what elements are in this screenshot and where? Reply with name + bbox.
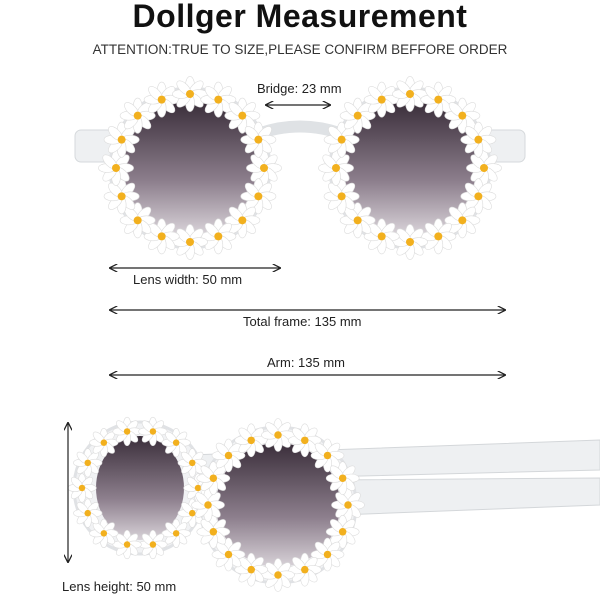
daisy <box>211 537 246 572</box>
daisy <box>339 202 376 239</box>
daisy <box>392 224 428 260</box>
daisy <box>460 121 497 158</box>
daisy <box>98 150 134 186</box>
daisy <box>161 518 191 548</box>
daisy <box>234 552 269 587</box>
side-view-glasses <box>67 416 600 592</box>
daisy <box>89 518 119 548</box>
daisy <box>138 416 168 447</box>
daisy <box>119 202 156 239</box>
daisy <box>363 218 400 255</box>
daisy <box>325 461 360 496</box>
daisy <box>339 97 376 134</box>
daisy <box>138 529 168 560</box>
bridge-label: Bridge: 23 mm <box>257 81 342 96</box>
daisy <box>325 514 360 549</box>
daisy <box>211 438 246 473</box>
daisy <box>103 121 140 158</box>
daisy <box>246 150 282 186</box>
page-title: Dollger Measurement <box>132 0 468 34</box>
daisy <box>240 178 277 215</box>
daisy <box>234 423 269 458</box>
daisy <box>73 498 103 528</box>
daisy <box>73 448 103 478</box>
daisy <box>196 461 231 496</box>
daisy <box>224 97 261 134</box>
total-frame-label: Total frame: 135 mm <box>243 314 362 329</box>
daisy <box>318 150 354 186</box>
daisy <box>89 428 119 458</box>
daisy <box>196 514 231 549</box>
daisy <box>172 224 208 260</box>
daisy <box>323 178 360 215</box>
daisy <box>287 552 322 587</box>
daisy <box>331 488 365 522</box>
daisy <box>444 97 481 134</box>
daisy <box>363 81 400 118</box>
front-view-glasses <box>74 76 526 260</box>
lens-width-label: Lens width: 50 mm <box>133 272 243 287</box>
arm-label: Arm: 135 mm <box>267 355 346 370</box>
daisy <box>67 473 97 503</box>
daisy <box>287 423 322 458</box>
daisy <box>191 488 225 522</box>
daisy <box>240 121 277 158</box>
daisy <box>161 428 191 458</box>
daisy <box>143 218 180 255</box>
daisy <box>172 76 208 112</box>
daisy <box>112 529 142 560</box>
daisy <box>200 218 237 255</box>
daisy <box>466 150 502 186</box>
daisy <box>310 537 345 572</box>
lens-height-label: Lens height: 50 mm <box>62 579 177 594</box>
daisy <box>261 558 295 592</box>
daisy <box>143 81 180 118</box>
daisy <box>392 76 428 112</box>
daisy <box>112 416 142 447</box>
daisy <box>323 121 360 158</box>
daisy <box>460 178 497 215</box>
daisy <box>200 81 237 118</box>
attention-note: ATTENTION:TRUE TO SIZE,PLEASE CONFIRM BE… <box>92 42 508 57</box>
daisy <box>420 218 457 255</box>
daisy <box>261 418 295 452</box>
daisy <box>444 202 481 239</box>
daisy <box>310 438 345 473</box>
daisy <box>103 178 140 215</box>
daisy <box>224 202 261 239</box>
daisy <box>420 81 457 118</box>
